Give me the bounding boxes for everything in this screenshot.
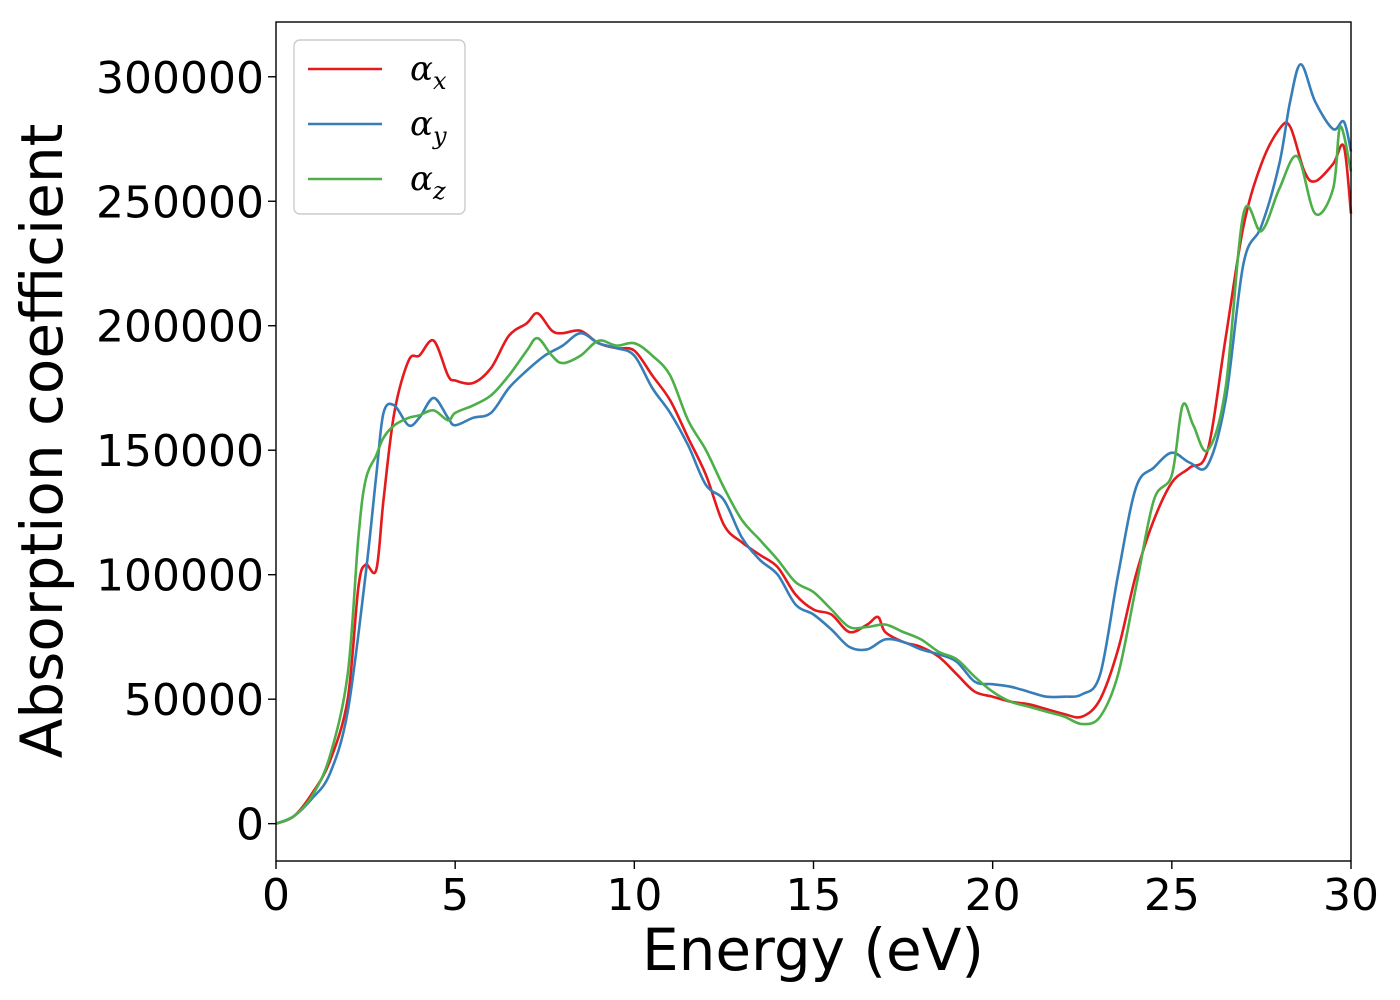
y-axis-title: Absorption coefficient: [8, 124, 76, 759]
series-line-y: [275, 63, 1353, 825]
series-line-z: [275, 125, 1353, 825]
x-axis-title: Energy (eV): [642, 916, 984, 984]
y-tick-label: 100000: [96, 551, 264, 602]
x-tick-label: 30: [1323, 870, 1379, 921]
y-tick-label: 300000: [96, 53, 264, 104]
legend-box: [293, 39, 466, 215]
x-tick-label: 25: [1144, 870, 1200, 921]
x-tick-label: 20: [965, 870, 1021, 921]
x-tick-label: 10: [606, 870, 662, 921]
legend-label-y: αy: [410, 104, 447, 150]
x-tick-label: 5: [441, 870, 469, 921]
x-tick-label: 15: [786, 870, 842, 921]
y-tick-label: 0: [236, 800, 264, 851]
x-axis: 0 5 10 15 20 25 30: [262, 861, 1379, 921]
series-layer: [275, 63, 1353, 825]
y-tick-label: 200000: [96, 302, 264, 353]
y-tick-label: 150000: [96, 426, 264, 477]
y-axis: 0 50000 100000 150000 200000 250000 300000: [96, 53, 276, 851]
legend: αx αy αz: [293, 39, 466, 215]
y-tick-label: 250000: [96, 177, 264, 228]
legend-label-x: αx: [410, 49, 447, 95]
legend-label-z: αz: [410, 159, 446, 205]
series-line-x: [275, 121, 1353, 825]
y-tick-label: 50000: [124, 675, 264, 726]
x-tick-label: 0: [262, 870, 290, 921]
